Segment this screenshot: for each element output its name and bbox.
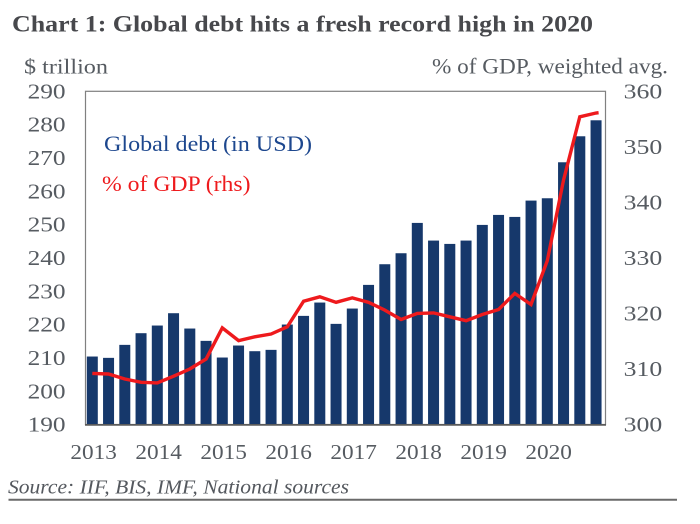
svg-text:320: 320 <box>624 302 663 326</box>
svg-text:250: 250 <box>28 213 66 237</box>
svg-text:330: 330 <box>624 246 663 270</box>
svg-text:220: 220 <box>28 313 66 337</box>
svg-text:280: 280 <box>28 113 66 137</box>
svg-text:% of GDP, weighted avg.: % of GDP, weighted avg. <box>432 54 668 79</box>
svg-text:350: 350 <box>624 135 663 159</box>
svg-text:340: 340 <box>624 191 663 215</box>
svg-text:2016: 2016 <box>265 440 312 464</box>
svg-text:Chart 1: Global debt hits a fr: Chart 1: Global debt hits a fresh record… <box>12 12 593 37</box>
svg-text:310: 310 <box>624 357 663 381</box>
svg-text:2018: 2018 <box>395 440 442 464</box>
svg-text:190: 190 <box>28 413 66 437</box>
svg-text:2013: 2013 <box>70 440 117 464</box>
svg-text:230: 230 <box>28 279 66 303</box>
svg-text:$ trillion: $ trillion <box>24 55 109 79</box>
svg-text:2019: 2019 <box>460 440 507 464</box>
svg-text:200: 200 <box>28 379 66 403</box>
svg-text:260: 260 <box>28 179 66 203</box>
svg-text:210: 210 <box>28 346 66 370</box>
svg-text:290: 290 <box>28 79 66 103</box>
svg-text:270: 270 <box>28 146 66 170</box>
svg-text:2014: 2014 <box>135 440 182 464</box>
svg-text:2020: 2020 <box>525 440 572 464</box>
svg-text:% of GDP (rhs): % of GDP (rhs) <box>102 171 251 196</box>
svg-text:2017: 2017 <box>330 440 377 464</box>
svg-text:2015: 2015 <box>200 440 247 464</box>
svg-text:Global debt (in USD): Global debt (in USD) <box>104 131 312 156</box>
svg-text:240: 240 <box>28 246 66 270</box>
svg-text:360: 360 <box>624 79 663 103</box>
svg-text:Source: IIF, BIS, IMF, Nationa: Source: IIF, BIS, IMF, National sources <box>8 478 349 499</box>
svg-text:300: 300 <box>624 413 663 437</box>
